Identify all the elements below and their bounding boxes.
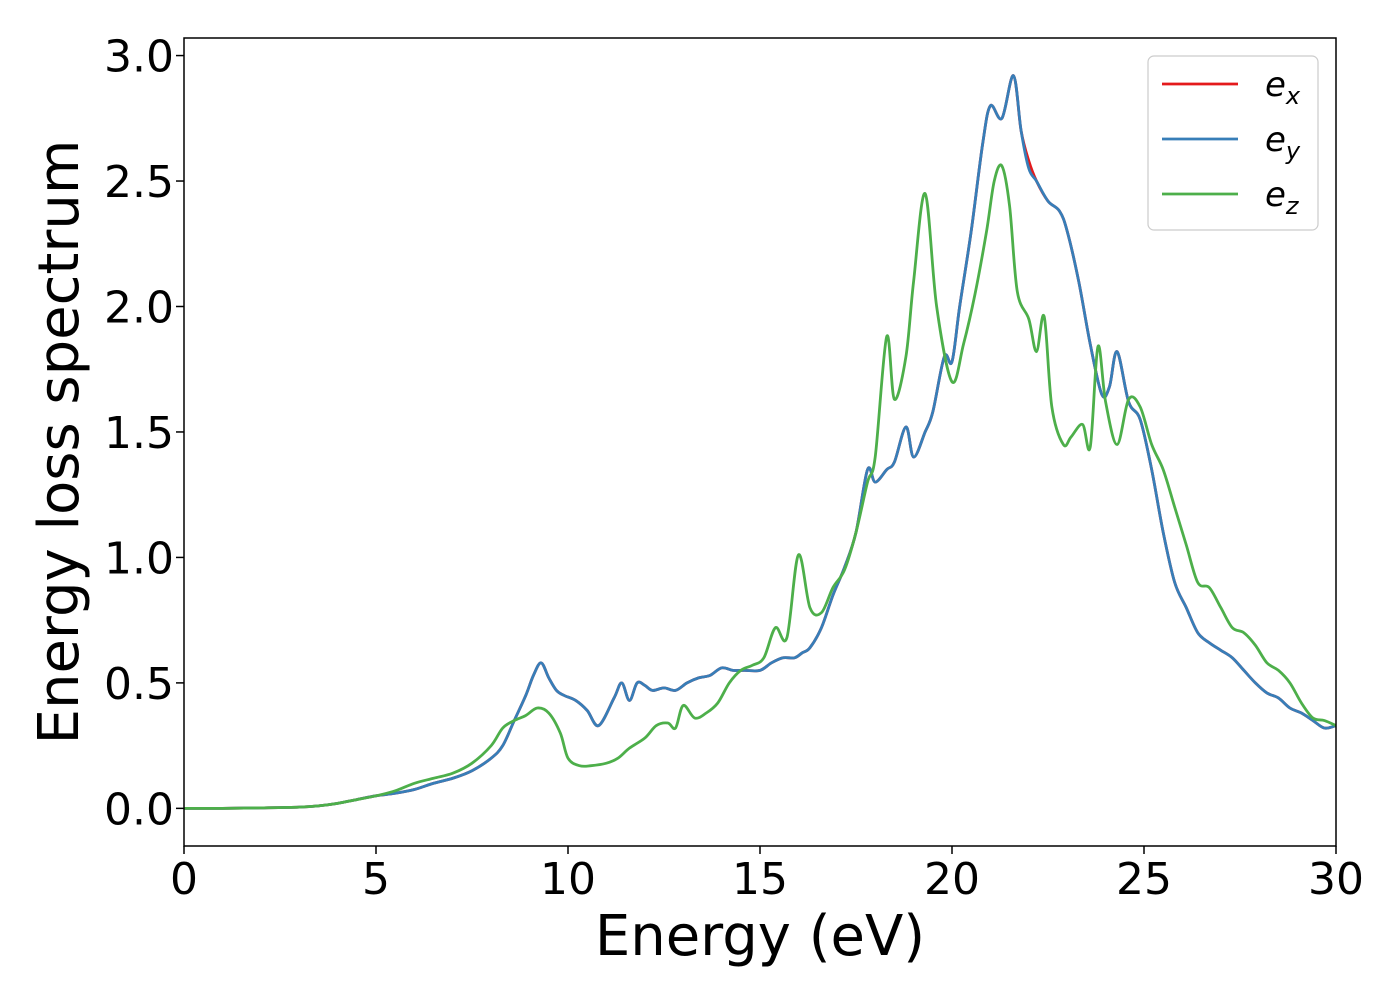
x-axis-title: Energy (eV) (595, 904, 925, 969)
x-tick-label: 0 (170, 854, 198, 905)
y-tick-label: 1.5 (104, 408, 174, 459)
x-axis: 0 5 10 15 20 25 30 (170, 846, 1364, 905)
series-layer (184, 74, 1336, 810)
legend: ex ey ez (1147, 55, 1319, 231)
plot-frame (183, 37, 1337, 847)
y-axis-title: Energy loss spectrum (27, 140, 92, 745)
y-tick-label: 0.0 (104, 784, 174, 835)
y-tick-label: 3.0 (104, 32, 174, 83)
legend-label-z: ez (1265, 175, 1300, 220)
x-tick-label: 10 (540, 854, 596, 905)
y-axis: 0.0 0.5 1.0 1.5 2.0 2.5 3.0 (104, 32, 184, 835)
x-tick-label: 5 (362, 854, 390, 905)
legend-box (1147, 55, 1319, 231)
legend-label-x: ex (1265, 65, 1301, 110)
y-tick-label: 2.0 (104, 282, 174, 333)
y-tick-label: 0.5 (104, 659, 174, 710)
x-tick-label: 25 (1116, 854, 1172, 905)
series-line-z (184, 163, 1336, 810)
x-tick-label: 30 (1308, 854, 1364, 905)
x-tick-label: 15 (732, 854, 788, 905)
plot-background (184, 38, 1336, 846)
legend-label-y: ey (1265, 120, 1301, 165)
y-tick-label: 2.5 (104, 157, 174, 208)
x-tick-label: 20 (924, 854, 980, 905)
y-tick-label: 1.0 (104, 533, 174, 584)
